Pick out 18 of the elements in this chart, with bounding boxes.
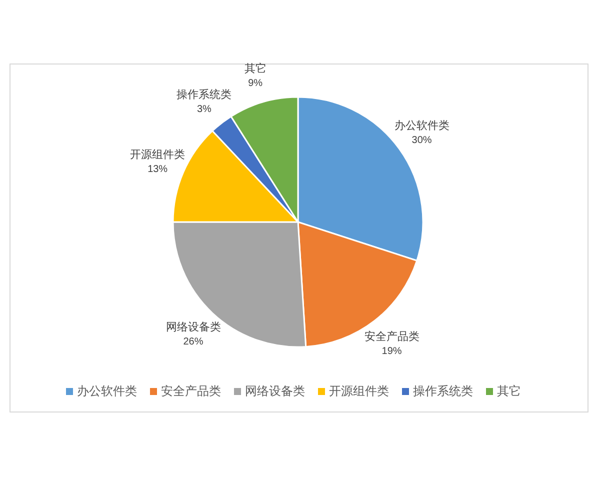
slice-label: 安全产品类 [364,330,420,343]
slice-label: 网络设备类 [166,320,221,334]
legend-label: 开源组件类 [329,384,389,398]
slice-label: 办公软件类 [394,119,450,132]
data-label: 19% [382,346,402,357]
legend-label: 其它 [497,384,521,398]
legend-label: 网络设备类 [245,384,305,398]
slice-label: 其它 [244,62,266,76]
data-label: 30% [412,135,432,146]
data-label: 3% [197,104,212,116]
slice-label: 操作系统类 [176,88,232,102]
legend-label: 安全产品类 [161,384,221,398]
data-label: 13% [148,164,168,176]
data-label: 9% [248,78,263,90]
data-label: 26% [183,336,204,348]
legend-label: 操作系统类 [413,384,473,398]
slice-label: 开源组件类 [130,148,186,162]
legend-label: 办公软件类 [77,384,137,398]
